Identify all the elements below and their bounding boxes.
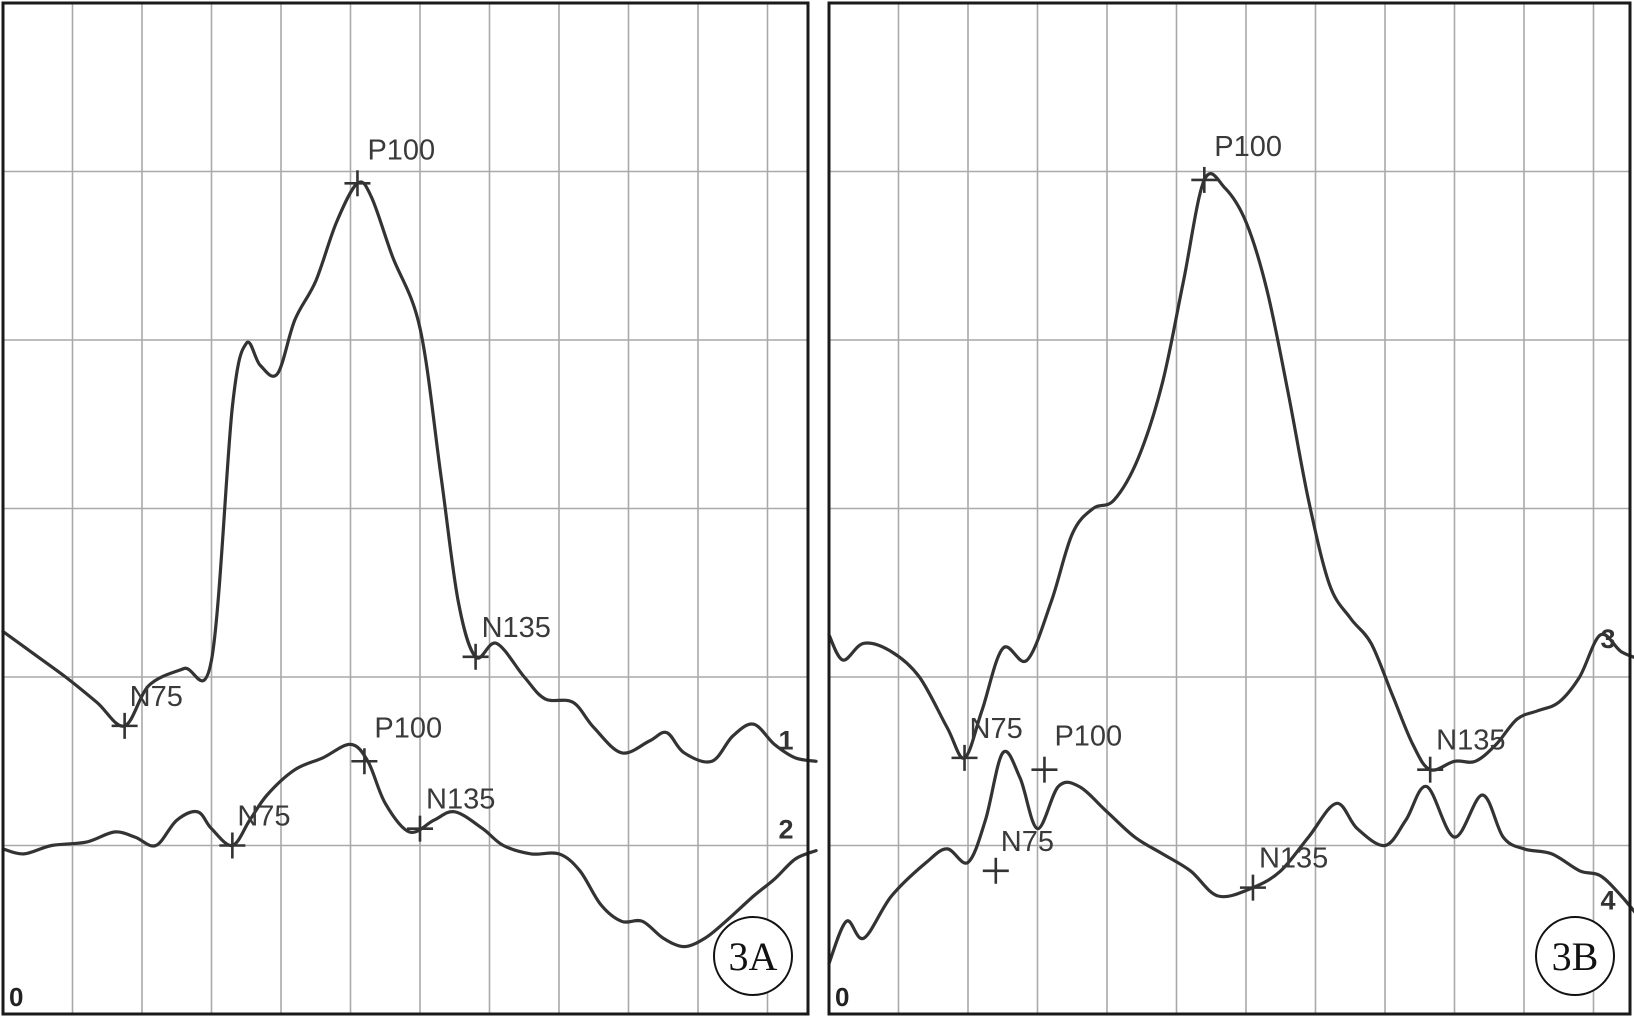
- panel-3b-origin-label: 0: [835, 982, 849, 1012]
- peak-label-n135: N135: [482, 612, 551, 644]
- trace-1-channel-label: 1: [778, 725, 793, 755]
- panel-3b: 3 N75 P100 N135 4 N75 P100 N135 0 3B: [827, 1, 1634, 1016]
- panel-3a-frame: [1, 1, 810, 1016]
- panel-3a-traces: [1, 180, 818, 949]
- panel-3a-grid: [3, 3, 808, 1014]
- trace-4: [827, 749, 1634, 966]
- panel-3a-labels: 1 N75 P100 N135 2 N75 P100 N135: [111, 134, 794, 859]
- trace-4-channel-label: 4: [1600, 885, 1615, 915]
- panel-3b-traces: [827, 172, 1634, 966]
- trace-2: [1, 742, 818, 949]
- peak-label-n75: N75: [237, 801, 290, 833]
- peak-label-p100: P100: [374, 712, 442, 744]
- peak-label-n75: N75: [1001, 826, 1054, 858]
- peak-label-p100: P100: [1054, 721, 1122, 753]
- peak-label-n135: N135: [1259, 843, 1328, 875]
- trace-3: [827, 172, 1634, 772]
- peak-label-n75: N75: [970, 713, 1023, 745]
- trace-1: [1, 180, 818, 764]
- peak-label-p100: P100: [367, 134, 435, 166]
- panel-3a-id: 3A: [729, 934, 778, 979]
- peak-label-n135: N135: [1436, 725, 1505, 757]
- peak-label-p100: P100: [1214, 131, 1282, 163]
- panel-3a: 1 N75 P100 N135 2 N75 P100 N135 0 3A: [1, 1, 818, 1016]
- panel-3a-origin-label: 0: [9, 982, 23, 1012]
- panel-3b-id-badge: [1535, 916, 1615, 996]
- panel-3b-labels: 3 N75 P100 N135 4 N75 P100 N135: [951, 131, 1616, 915]
- panel-3b-id: 3B: [1552, 934, 1599, 979]
- panel-3b-frame: [827, 1, 1632, 1016]
- trace-2-channel-label: 2: [778, 815, 793, 845]
- trace-3-channel-label: 3: [1600, 624, 1615, 654]
- panel-3a-id-badge: [713, 916, 793, 996]
- peak-label-n75: N75: [130, 681, 183, 713]
- peak-label-n135: N135: [426, 784, 495, 816]
